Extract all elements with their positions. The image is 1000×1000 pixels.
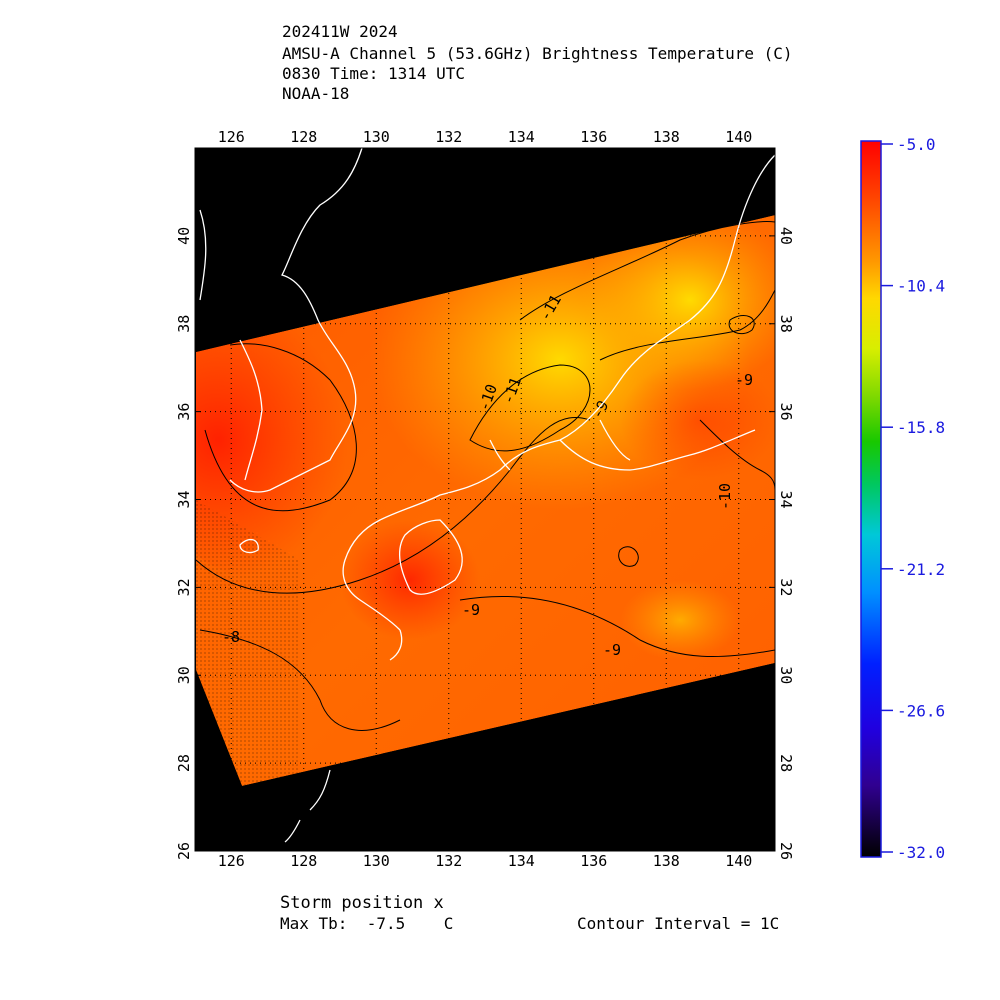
lon-tick-label-top: 126: [218, 128, 245, 146]
lat-tick-label-right: 36: [777, 403, 795, 421]
colorbar-tick-label: -26.6: [897, 701, 945, 720]
lat-tick-label-left: 32: [175, 578, 193, 596]
coastlines: [199, 147, 776, 843]
contour-label: -9: [603, 641, 621, 659]
lat-tick-label-right: 28: [777, 754, 795, 772]
lon-tick-label-bottom: 136: [580, 852, 607, 870]
colorbar-ticks: -5.0 -10.4 -15.8 -21.2 -26.6 -32.0: [881, 135, 945, 862]
lat-tick-label-left: 34: [175, 490, 193, 508]
lat-tick-label-right: 34: [777, 490, 795, 508]
lon-tick-label-bottom: 140: [725, 852, 752, 870]
storm-position-label: Storm position x: [280, 893, 444, 913]
lon-tick-label-top: 132: [435, 128, 462, 146]
title-line-3: 0830 Time: 1314 UTC: [282, 64, 466, 83]
contour-lines: [195, 221, 776, 731]
lon-tick-label-top: 130: [363, 128, 390, 146]
title-line-4: NOAA-18: [282, 84, 350, 103]
lat-tick-label-left: 40: [175, 227, 193, 245]
colorbar-tick-label: -15.8: [897, 418, 945, 437]
lat-tick-label-left: 30: [175, 666, 193, 684]
lat-tick-label-right: 30: [777, 666, 795, 684]
lat-tick-label-left: 38: [175, 315, 193, 333]
max-tb-label: Max Tb: -7.5 C: [280, 914, 454, 933]
lon-tick-label-top: 140: [725, 128, 752, 146]
lat-tick-label-left: 28: [175, 754, 193, 772]
lon-tick-label-bottom: 128: [290, 852, 317, 870]
lon-tick-label-bottom: 132: [435, 852, 462, 870]
colorbar: [860, 140, 882, 858]
lat-tick-label-right: 26: [777, 842, 795, 860]
map-axes: 126 126 128 128 130 130 132 132 134 134 136 136 138 1…: [175, 128, 795, 870]
lon-tick-label-bottom: 130: [363, 852, 390, 870]
contour-label: -9: [735, 371, 753, 389]
lon-tick-label-top: 128: [290, 128, 317, 146]
colorbar-tick-label: -10.4: [897, 277, 945, 296]
lon-tick-label-bottom: 126: [218, 852, 245, 870]
lon-tick-label-bottom: 138: [653, 852, 680, 870]
contour-label: -9: [462, 601, 480, 619]
contour-label: -8: [222, 628, 240, 646]
colorbar-tick-label: -5.0: [897, 135, 936, 154]
lat-tick-label-right: 40: [777, 227, 795, 245]
contour-interval-label: Contour Interval = 1C: [577, 914, 780, 933]
lon-tick-label-top: 138: [653, 128, 680, 146]
lon-tick-label-bottom: 134: [508, 852, 535, 870]
lat-tick-label-right: 32: [777, 578, 795, 596]
contour-label: -10: [716, 483, 734, 510]
title-line-1: 202411W 2024: [282, 22, 398, 41]
colorbar-tick-label: -21.2: [897, 560, 945, 579]
lat-tick-label-left: 26: [175, 842, 193, 860]
lat-tick-label-left: 36: [175, 403, 193, 421]
lat-tick-label-right: 38: [777, 315, 795, 333]
lon-tick-label-top: 134: [508, 128, 535, 146]
title-line-2: AMSU-A Channel 5 (53.6GHz) Brightness Te…: [282, 44, 793, 63]
colorbar-tick-label: -32.0: [897, 843, 945, 862]
lon-tick-label-top: 136: [580, 128, 607, 146]
